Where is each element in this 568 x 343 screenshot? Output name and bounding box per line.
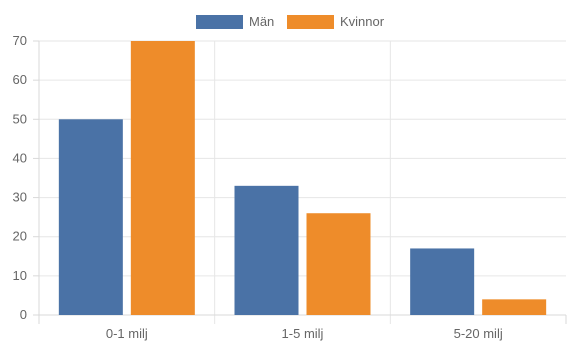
legend-label: Män [249, 14, 274, 29]
grid [33, 40, 567, 324]
y-tick-label: 10 [13, 268, 27, 283]
x-tick-label: 0-1 milj [106, 326, 148, 341]
y-tick-label: 70 [13, 33, 27, 48]
y-tick-label: 0 [20, 307, 27, 322]
bar-kvinnor [482, 299, 547, 315]
y-tick-label: 40 [13, 150, 27, 165]
x-tick-label: 5-20 milj [454, 326, 503, 341]
bar-man [234, 185, 299, 315]
x-tick-label: 1-5 milj [282, 326, 324, 341]
legend-label: Kvinnor [340, 14, 385, 29]
legend: Män Kvinnor [196, 14, 385, 29]
y-tick-label: 60 [13, 72, 27, 87]
axes: 0 10 20 30 40 50 60 70 0-1 milj 1-5 milj 5-20 milj [13, 33, 566, 341]
bar-kvinnor [130, 41, 195, 315]
bars [58, 41, 547, 316]
bar-kvinnor [306, 213, 371, 315]
legend-swatch [196, 15, 243, 29]
y-tick-label: 50 [13, 111, 27, 126]
y-tick-label: 30 [13, 190, 27, 205]
y-tick-label: 20 [13, 229, 27, 244]
bar-man [410, 248, 475, 315]
bar-man [58, 119, 123, 316]
legend-swatch [287, 15, 334, 29]
